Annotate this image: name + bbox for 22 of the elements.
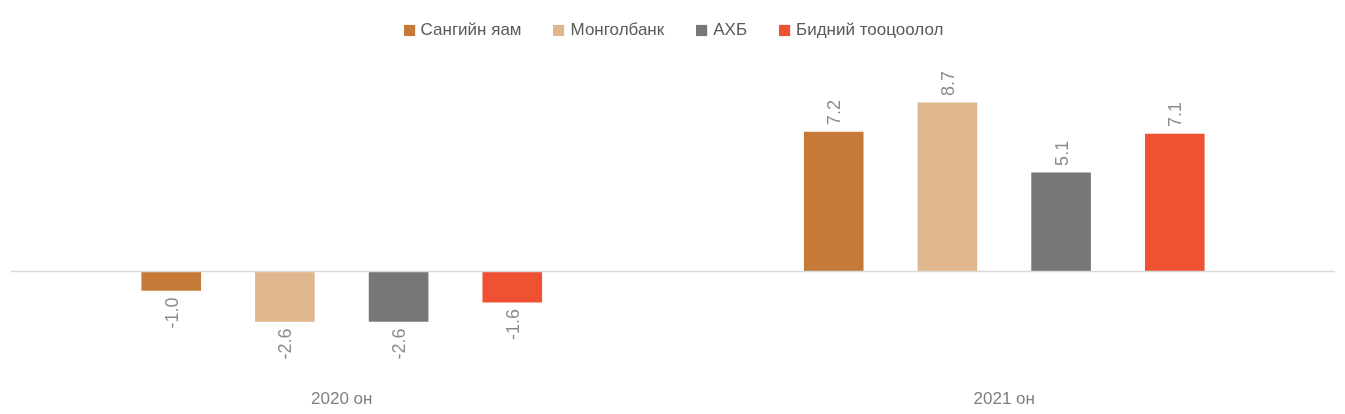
bar [368,271,429,322]
x-tick-label: 2021 он [973,388,1035,408]
data-label: -2.6 [275,328,296,360]
legend-label: Бидний тооцоолол [796,20,944,40]
legend-label: Сангийн яам [420,20,522,40]
legend-label: АХБ [713,20,748,40]
data-label: 5.1 [1051,140,1072,166]
data-label: 8.7 [937,70,958,97]
data-label: 7.1 [1165,102,1186,128]
bar [141,271,202,291]
bar [255,271,315,322]
bar [803,131,864,272]
data-label: -1.6 [502,309,523,341]
data-label: 7.2 [824,100,845,126]
data-label: -2.6 [389,328,410,360]
bar [917,102,978,272]
data-label: -1.0 [161,297,182,329]
x-tick-label: 2020 он [311,388,373,408]
bar [482,271,543,303]
legend-label: Монголбанк [570,20,665,40]
bar [1144,133,1205,272]
bar [1031,172,1091,272]
